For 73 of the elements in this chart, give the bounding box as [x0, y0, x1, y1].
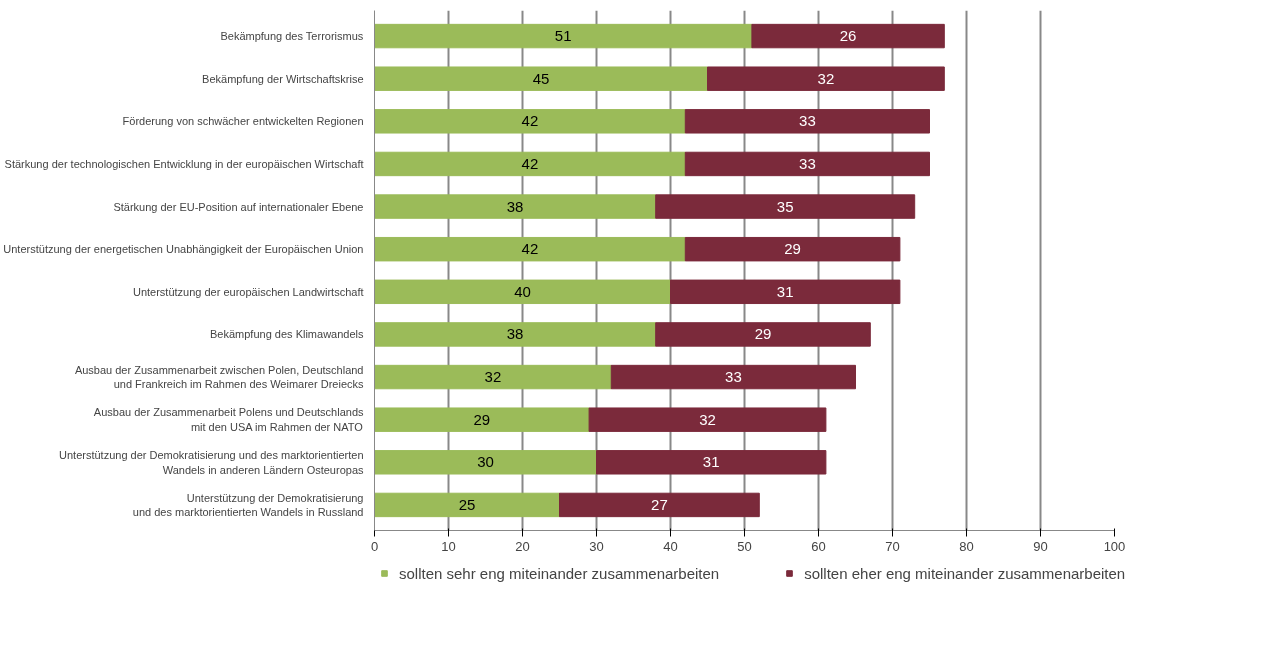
x-tick-label: 0	[370, 538, 379, 554]
bar	[684, 236, 901, 262]
bar	[374, 407, 590, 432]
bar	[655, 322, 871, 347]
bar	[596, 450, 827, 475]
x-tick-label: 10	[441, 538, 456, 554]
data-label: 42	[521, 154, 539, 172]
bar	[610, 364, 856, 390]
legend-label: sollten eher eng miteinander zusammenarbeiten	[804, 564, 1126, 582]
data-label: 51	[554, 27, 572, 45]
y-tick-label: Stärkung der EU-Position auf internationaler Ebene	[113, 200, 364, 213]
bar	[374, 66, 708, 91]
data-label: 33	[725, 368, 742, 386]
data-label: 32	[699, 410, 716, 428]
y-tick-label: Unterstützung der Demokratisierung und des marktorientierten Wandels in anderen Ländern Osteuropas	[59, 449, 364, 476]
bar	[588, 407, 827, 432]
y-tick-label: Bekämpfung des Terrorismus	[220, 30, 364, 43]
y-tick-label: Unterstützung der Demokratisierung und des marktorientierten Wandels in Russland	[132, 491, 364, 519]
bar	[559, 492, 760, 518]
data-label: 42	[521, 112, 539, 130]
x-tick-label: 60	[811, 538, 826, 554]
bar	[374, 364, 612, 390]
y-tick-label: Förderung von schwächer entwickelten Regionen	[122, 115, 364, 128]
x-tick-label: 20	[515, 538, 530, 554]
y-tick-label: Unterstützung der energetischen Unabhängigkeit der Europäischen Union	[3, 243, 364, 256]
bar	[374, 279, 671, 305]
data-label: 33	[799, 112, 816, 130]
data-label: 38	[506, 197, 524, 215]
y-tick-label: Bekämpfung des Klimawandels	[210, 328, 364, 341]
legend-label: sollten sehr eng miteinander zusammenarbeiten	[399, 564, 720, 582]
data-label: 26	[839, 27, 857, 45]
bar	[374, 194, 657, 219]
bar	[374, 151, 686, 177]
data-label: 45	[532, 69, 550, 87]
x-tick-label: 80	[959, 538, 974, 554]
data-label: 31	[702, 453, 720, 471]
bar	[374, 450, 597, 475]
bar	[374, 492, 560, 518]
data-label: 32	[484, 368, 502, 386]
data-label: 27	[651, 495, 668, 513]
data-label: 33	[799, 154, 816, 172]
data-label: 29	[784, 240, 801, 258]
x-tick-label: 50	[737, 538, 752, 554]
x-tick-label: 90	[1033, 538, 1048, 554]
x-tick-label: 100	[1103, 538, 1126, 554]
data-label: 42	[521, 240, 539, 258]
x-tick-label: 40	[663, 538, 678, 554]
y-tick-label: Ausbau der Zusammenarbeit zwischen Polen, Deutschland und Frankreich im Rahmen des Weimarer Dreiecks	[74, 363, 364, 391]
bar	[684, 151, 930, 177]
data-label: 25	[458, 495, 476, 513]
bar	[374, 236, 686, 262]
y-tick-label: Ausbau der Zusammenarbeit Polens und Deutschlands mit den USA im Rahmen der NATO	[93, 406, 364, 433]
data-label: 35	[776, 197, 794, 215]
data-label: 30	[477, 453, 494, 471]
bar	[751, 23, 945, 49]
bar	[655, 194, 916, 219]
data-label: 31	[776, 282, 794, 300]
bar	[670, 279, 901, 305]
data-label: 32	[817, 69, 835, 87]
x-tick-label: 30	[589, 538, 604, 554]
data-label: 38	[506, 325, 524, 343]
bar	[374, 109, 686, 134]
y-tick-label: Unterstützung der europäischen Landwirtschaft	[132, 285, 364, 298]
bar	[374, 23, 753, 49]
y-tick-label: Bekämpfung der Wirtschaftskrise	[202, 72, 364, 85]
bar	[374, 322, 657, 347]
data-label: 40	[514, 282, 531, 300]
bar	[707, 66, 945, 91]
x-tick-label: 70	[885, 538, 900, 554]
y-tick-label: Stärkung der technologischen Entwicklung in der europäischen Wirtschaft	[4, 157, 364, 170]
data-label: 29	[473, 410, 491, 428]
data-label: 29	[754, 325, 772, 343]
bar	[684, 109, 930, 134]
